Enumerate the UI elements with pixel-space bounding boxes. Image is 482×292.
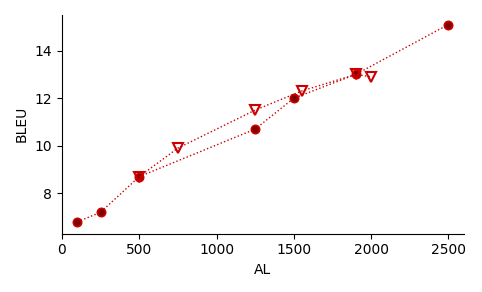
Y-axis label: BLEU: BLEU xyxy=(15,106,29,142)
X-axis label: AL: AL xyxy=(254,263,271,277)
